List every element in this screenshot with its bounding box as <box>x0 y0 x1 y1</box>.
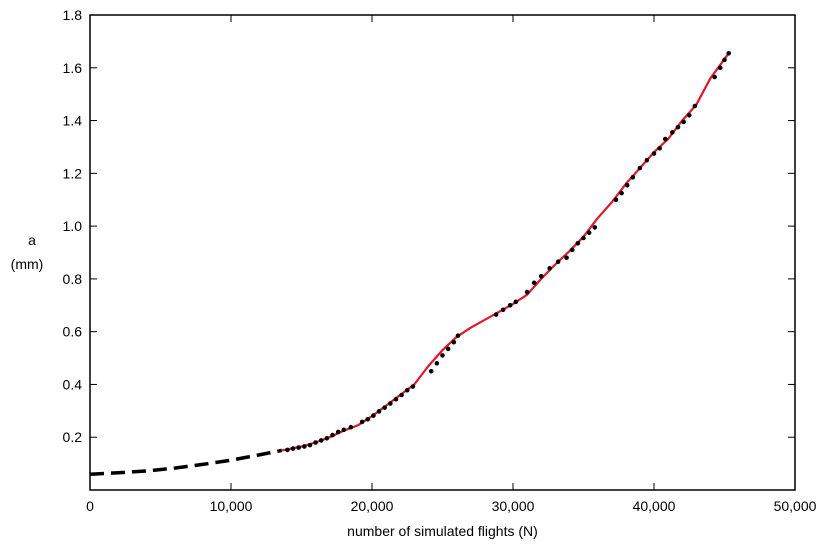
data-point <box>434 361 440 366</box>
y-tick-label: 1.4 <box>63 113 83 129</box>
x-tick-label: 30,000 <box>492 498 535 514</box>
data-point <box>681 119 686 125</box>
data-point <box>692 103 698 109</box>
data-point <box>410 384 416 389</box>
data-point <box>324 435 330 441</box>
x-tick-label: 50,000 <box>774 498 817 514</box>
data-point <box>722 57 727 63</box>
data-point <box>555 259 561 265</box>
data-point <box>451 339 457 345</box>
data-point <box>341 427 347 433</box>
data-point <box>296 445 301 450</box>
data-point <box>285 447 290 453</box>
data-point <box>507 302 513 308</box>
data-point <box>307 442 313 448</box>
y-tick-label: 1.8 <box>63 7 83 23</box>
data-point <box>531 280 537 286</box>
data-point <box>675 124 681 130</box>
x-tick-label: 20,000 <box>351 498 394 514</box>
data-point <box>624 182 630 188</box>
data-point <box>388 401 393 406</box>
fit-line <box>281 52 730 452</box>
x-axis-label: number of simulated flights (N) <box>347 523 538 539</box>
data-point <box>564 255 569 261</box>
data-point <box>440 353 445 358</box>
data-point <box>313 440 318 445</box>
data-point <box>393 396 399 402</box>
data-point <box>586 230 592 236</box>
data-point <box>712 74 717 80</box>
y-tick-label: 1.2 <box>63 165 83 181</box>
data-point <box>428 368 434 374</box>
data-point <box>330 432 335 438</box>
data-point <box>619 190 624 196</box>
x-tick-label: 0 <box>86 498 94 514</box>
data-point <box>371 413 376 418</box>
data-point <box>513 299 519 305</box>
data-point <box>500 307 506 313</box>
data-point <box>637 165 643 171</box>
data-point <box>399 392 404 398</box>
data-point <box>493 312 499 317</box>
y-tick-label: 1.0 <box>63 218 83 234</box>
data-point <box>335 429 341 435</box>
data-point <box>686 112 692 118</box>
data-point <box>538 273 544 279</box>
data-point <box>290 446 296 451</box>
y-tick-label: 0.2 <box>63 429 83 445</box>
axis-ticks: 0 10,000 20,000 30,000 40,000 50,000 0.2 0.4 0.6… <box>63 7 817 514</box>
data-point <box>651 151 657 156</box>
data-point <box>376 409 382 414</box>
x-tick-label: 10,000 <box>210 498 253 514</box>
plot-frame <box>89 14 796 491</box>
data-point <box>318 438 324 443</box>
y-axis-label-line-2: (mm) <box>11 256 44 272</box>
data-point <box>302 444 307 449</box>
y-tick-label: 0.8 <box>63 271 83 287</box>
data-point <box>455 333 461 338</box>
data-point <box>657 145 662 151</box>
y-tick-label: 0.6 <box>63 324 83 340</box>
data-point <box>592 225 598 230</box>
data-point <box>670 130 675 135</box>
data-point <box>644 157 650 163</box>
data-point <box>365 416 371 422</box>
data-point <box>445 346 451 352</box>
data-point <box>581 235 586 241</box>
data-point <box>717 65 723 71</box>
data-point <box>348 424 354 430</box>
extrapolation-dashed-line <box>89 448 283 476</box>
data-point <box>359 419 365 425</box>
data-point <box>547 266 552 271</box>
y-tick-label: 0.4 <box>63 376 83 392</box>
y-tick-label: 1.6 <box>63 60 83 76</box>
data-point <box>662 136 668 142</box>
data-point <box>569 247 575 253</box>
data-point <box>575 240 581 246</box>
x-tick-label: 40,000 <box>633 498 676 514</box>
y-axis-label-line-1: a <box>28 232 36 248</box>
data-point <box>382 405 387 410</box>
data-point <box>524 289 530 295</box>
plot-area <box>89 50 732 476</box>
data-point <box>726 50 732 56</box>
data-point <box>613 197 619 203</box>
data-point <box>404 387 410 393</box>
data-point <box>630 174 636 180</box>
